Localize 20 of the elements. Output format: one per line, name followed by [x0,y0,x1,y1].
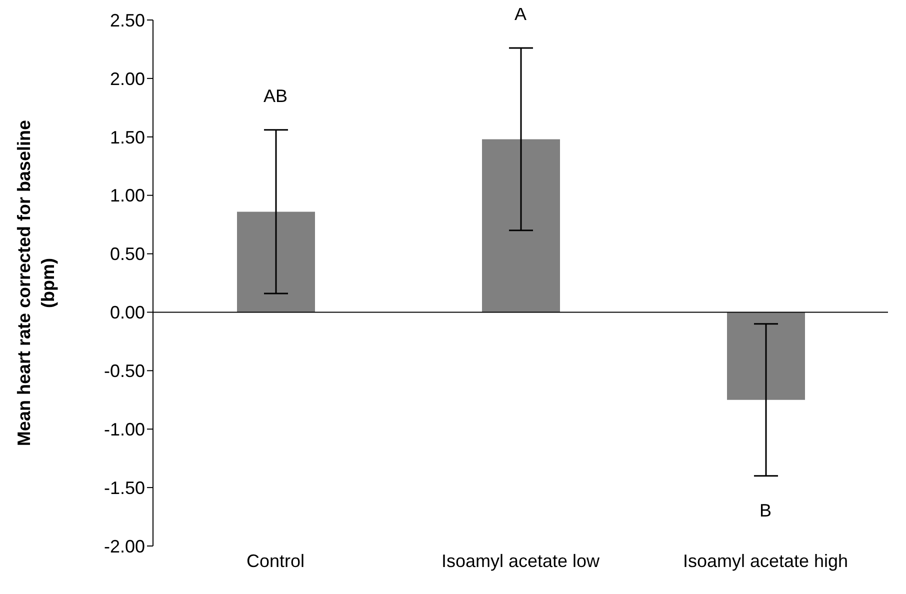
bar [727,312,805,400]
y-tick-label: -1.00 [104,420,145,440]
y-axis-title: Mean heart rate corrected for baseline (bpm) [14,120,58,446]
bar [482,139,560,312]
y-tick-label: -0.50 [104,361,145,382]
y-tick-label: 0.50 [110,244,145,264]
annotation: AB [263,86,288,106]
bar [237,212,315,312]
annotation: B [759,500,772,521]
x-tick-label: Isoamyl acetate high [682,550,848,571]
y-tick-label: -2.00 [104,536,145,556]
x-tick-label: Isoamyl acetate low [441,550,601,571]
y-tick-label: -1.50 [104,478,145,498]
y-tick-label: 1.50 [110,127,145,148]
x-tick-label: Control [246,550,305,571]
y-tick-label: 0.00 [110,302,145,323]
y-tick-label: 2.50 [110,10,145,30]
y-tick-label: 2.00 [110,68,145,89]
annotation: A [514,4,527,24]
y-tick-label: 1.00 [110,186,145,206]
